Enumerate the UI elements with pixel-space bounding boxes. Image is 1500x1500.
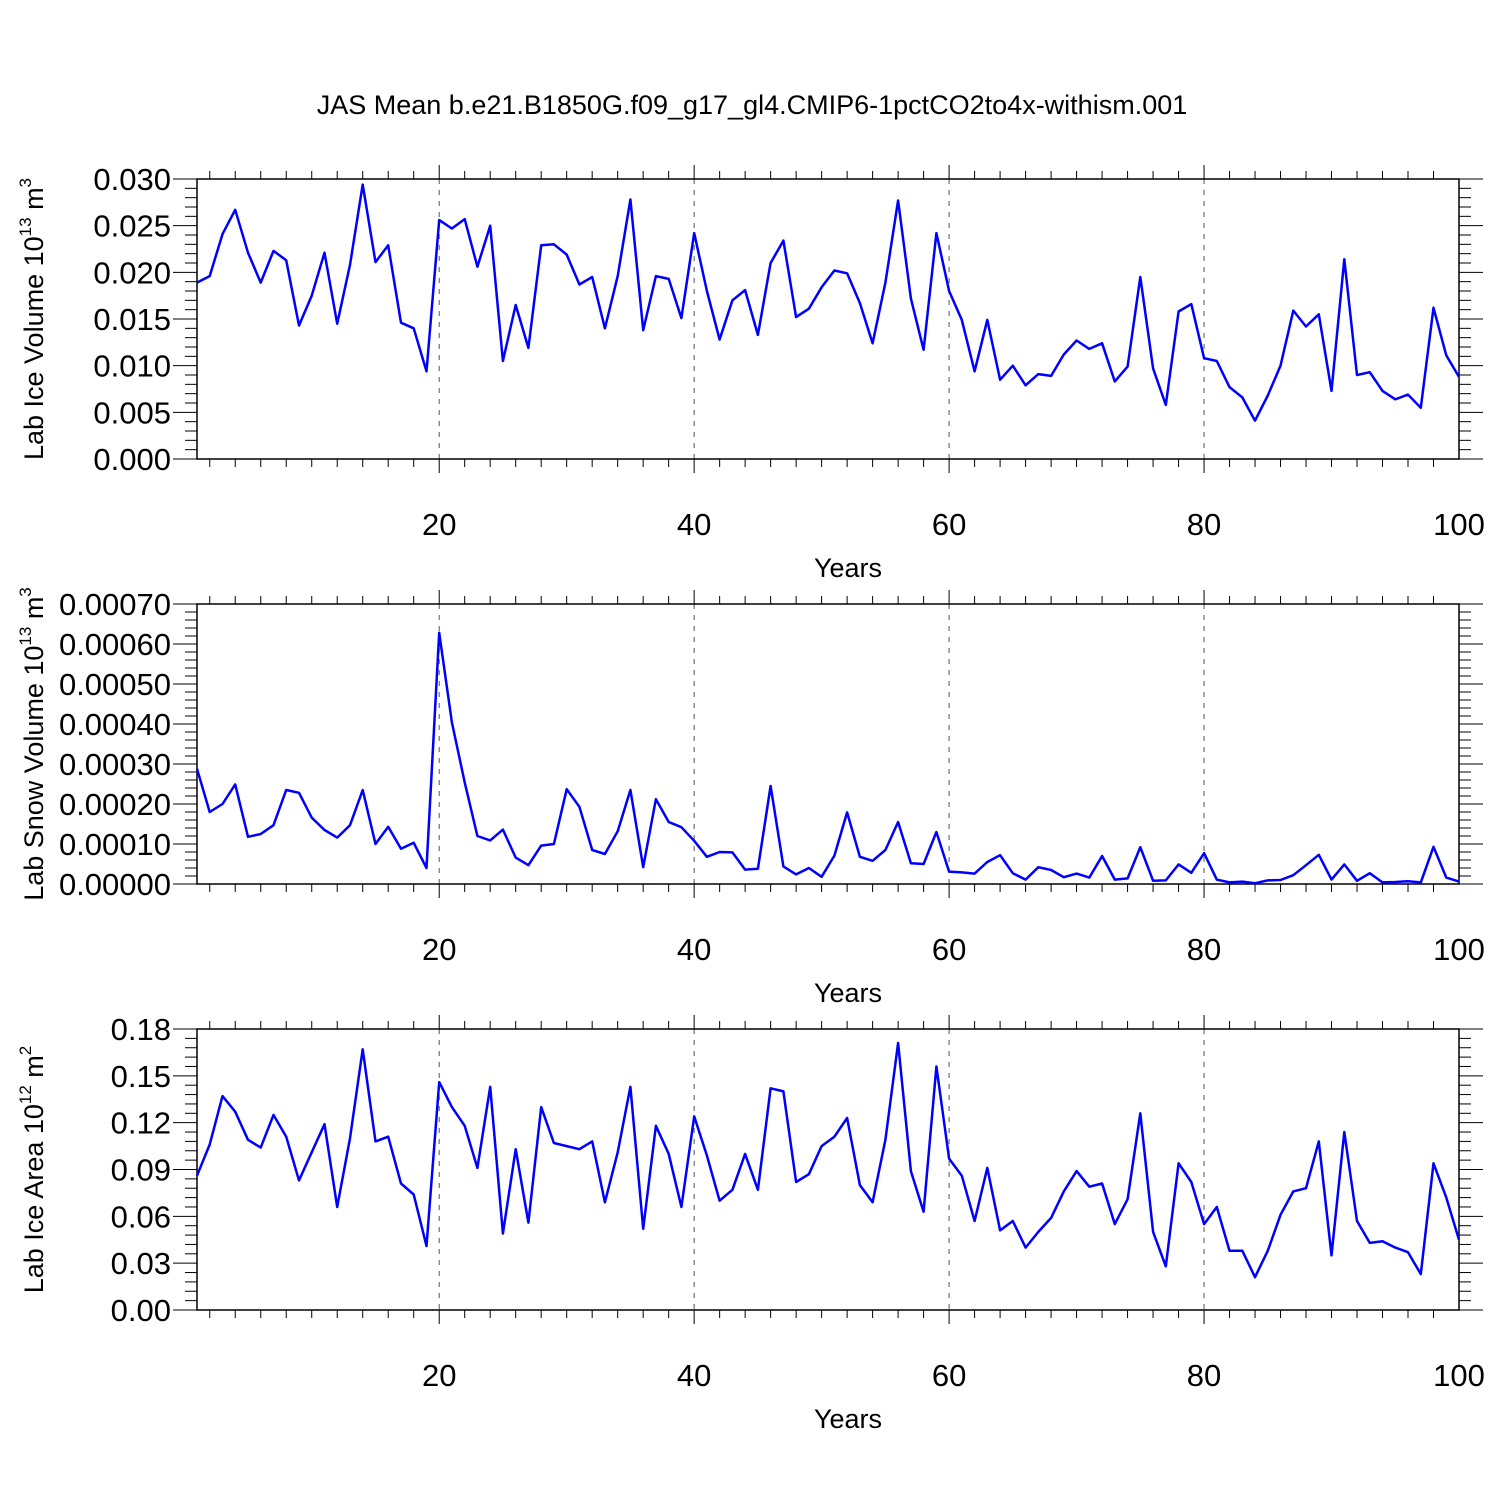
x-axis-label: Years: [814, 1404, 882, 1434]
y-axis-label-sup: 13: [16, 627, 35, 646]
x-tick-label: 60: [932, 932, 966, 967]
y-tick-label: 0.00060: [59, 627, 171, 662]
x-tick-label: 80: [1187, 507, 1221, 542]
y-tick-label: 0.010: [93, 349, 171, 384]
panels: 0.000 0.005 0.010 0.015 0.020 0.025 0.030 20 40 6…: [16, 162, 1485, 1434]
y-tick-label: 0.00050: [59, 667, 171, 702]
x-tick-label: 60: [932, 507, 966, 542]
y-tick-label: 0.00030: [59, 747, 171, 782]
y-axis-label: Lab Ice Area 1012 m2: [16, 1046, 49, 1294]
y-axis-label-text: Lab Ice Volume 10: [19, 236, 49, 460]
x-tick-label: 100: [1433, 507, 1485, 542]
x-tick-label: 80: [1187, 932, 1221, 967]
y-axis-label-unit: m: [19, 187, 49, 217]
plot-frame: [196, 178, 1460, 460]
plot-frame: [196, 603, 1460, 885]
y-tick-label: 0.005: [93, 395, 171, 430]
y-tick-label: 0.015: [93, 302, 171, 337]
y-tick-label: 0.03: [111, 1246, 171, 1281]
y-tick-label: 0.00020: [59, 787, 171, 822]
y-axis-label: Lab Ice Volume 1013 m3: [16, 178, 49, 460]
y-tick-label: 0.00010: [59, 827, 171, 862]
panel-1: 0.000 0.005 0.010 0.015 0.020 0.025 0.030 20 40 6…: [16, 162, 1485, 583]
plot-frame: [196, 1028, 1460, 1311]
y-tick-label: 0.00040: [59, 707, 171, 742]
y-tick-label: 0.00070: [59, 587, 171, 622]
panel-2: 0.00000 0.00010 0.00020 0.00030 0.00040 0.000…: [16, 587, 1485, 1008]
panel-3: 0.00 0.03 0.06 0.09 0.12 0.15 0.18 20 40 60 80 100 Y…: [16, 1012, 1485, 1434]
y-axis-label-sup: 2: [16, 1046, 35, 1055]
y-axis-label-unit: m: [19, 1055, 49, 1085]
y-tick-label: 0.15: [111, 1059, 171, 1094]
x-tick-label: 20: [422, 1358, 456, 1393]
y-tick-label: 0.06: [111, 1199, 171, 1234]
y-tick-label: 0.09: [111, 1153, 171, 1188]
series-line: [195, 631, 1460, 885]
y-tick-label: 0.020: [93, 255, 171, 290]
x-tick-label: 20: [422, 507, 456, 542]
y-axis-label: Lab Snow Volume 1013 m3: [16, 587, 49, 901]
x-axis-label: Years: [814, 553, 882, 583]
y-tick-label: 0.00000: [59, 867, 171, 902]
y-axis-label-text: Lab Ice Area 10: [19, 1104, 49, 1293]
y-tick-label: 0.000: [93, 442, 171, 477]
y-axis-label-sup: 3: [16, 178, 35, 187]
y-axis-label-sup: 3: [16, 587, 35, 596]
y-axis-label-text: Lab Snow Volume 10: [19, 646, 49, 901]
y-axis-label-sup: 12: [16, 1085, 35, 1104]
x-tick-label: 80: [1187, 1358, 1221, 1393]
x-tick-label: 40: [677, 932, 711, 967]
x-tick-label: 40: [677, 507, 711, 542]
chart-title: JAS Mean b.e21.B1850G.f09_g17_gl4.CMIP6-…: [317, 90, 1188, 120]
y-tick-label: 0.025: [93, 209, 171, 244]
y-tick-label: 0.12: [111, 1106, 171, 1141]
x-tick-label: 100: [1433, 1358, 1485, 1393]
y-tick-label: 0.18: [111, 1012, 171, 1047]
x-tick-label: 100: [1433, 932, 1485, 967]
x-axis-label: Years: [814, 978, 882, 1008]
x-tick-label: 20: [422, 932, 456, 967]
x-tick-label: 40: [677, 1358, 711, 1393]
y-axis-label-sup: 13: [16, 217, 35, 236]
series-line: [196, 183, 1461, 422]
series-line: [195, 1041, 1461, 1279]
x-tick-label: 60: [932, 1358, 966, 1393]
y-tick-label: 0.030: [93, 162, 171, 197]
y-tick-label: 0.00: [111, 1293, 171, 1328]
y-axis-label-unit: m: [19, 597, 49, 627]
